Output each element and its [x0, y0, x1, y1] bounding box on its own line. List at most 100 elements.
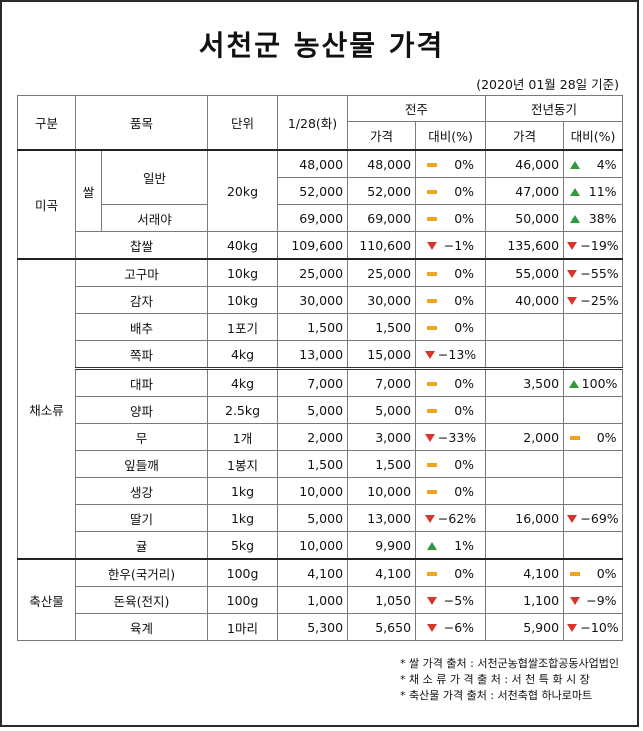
- py-change-cell: −25%: [563, 286, 624, 314]
- item-cell: 감자: [74, 286, 209, 314]
- pw-change-value: 0%: [454, 319, 475, 335]
- header-row-2: 가격 대비(%) 가격 대비(%): [17, 121, 624, 151]
- down-triangle-icon: [424, 433, 435, 443]
- item-cell: 배추: [74, 313, 209, 341]
- pw-change-cell: 1%: [415, 531, 487, 560]
- flat-bar-icon: [427, 160, 438, 170]
- pw-change-value: 0%: [454, 375, 475, 391]
- pw-change-value: 0%: [454, 456, 475, 472]
- table-row: 잎들깨 1봉지 1,500 1,500 0%: [18, 450, 624, 478]
- table-row: 배추 1포기 1,500 1,500 0%: [18, 313, 624, 341]
- up-triangle-icon: [569, 214, 580, 224]
- item-cell: 육계: [74, 613, 209, 641]
- price-table-body: 미곡쌀일반20kg48,00048,0000%46,0004%도매가52,000…: [17, 149, 624, 641]
- unit-cell: 1포기: [207, 313, 279, 341]
- pw-change-value: 0%: [454, 292, 475, 308]
- prev-year-price-cell: [485, 396, 565, 424]
- py-change-cell: [563, 396, 624, 424]
- category-cell: 축산물: [17, 558, 76, 641]
- current-price-cell: 5,000: [277, 396, 349, 424]
- py-change-cell: [563, 450, 624, 478]
- prev-week-price-cell: 9,900: [347, 531, 417, 560]
- current-price-cell: 25,000: [277, 258, 349, 287]
- down-triangle-icon: [424, 350, 435, 360]
- header-prev-year: 전년동기: [485, 95, 624, 122]
- py-change-value: −10%: [580, 619, 619, 635]
- current-price-cell: 5,300: [277, 613, 349, 641]
- pw-change-cell: −33%: [415, 423, 487, 451]
- py-change-cell: 0%: [563, 423, 624, 451]
- item-cell: 잎들깨: [74, 450, 209, 478]
- py-change-cell: 4%: [563, 149, 624, 178]
- py-change-cell: 100%: [563, 368, 624, 397]
- py-change-cell: 11%: [563, 177, 624, 205]
- prev-week-price-cell: 30,000: [347, 286, 417, 314]
- prev-week-price-cell: 48,000: [347, 149, 417, 178]
- prev-week-price-cell: 7,000: [347, 368, 417, 397]
- pw-change-cell: −5%: [415, 586, 487, 614]
- prev-week-price-cell: 52,000: [347, 177, 417, 205]
- pw-change-cell: 0%: [415, 258, 487, 287]
- down-triangle-icon: [569, 596, 580, 606]
- down-triangle-icon: [427, 596, 438, 606]
- prev-year-price-cell: [485, 450, 565, 478]
- prev-year-price-cell: 2,000: [485, 423, 565, 451]
- header-row-1: 구분 품목 단위 1/28(화) 전주 전년동기 비고: [17, 95, 624, 151]
- variety-cell: 서래야: [100, 204, 209, 232]
- table-row: 생강 1kg 10,000 10,000 0%: [18, 477, 624, 505]
- py-change-value: −69%: [580, 510, 619, 526]
- pw-change-cell: 0%: [415, 450, 487, 478]
- unit-cell: 4kg: [207, 368, 279, 397]
- unit-cell: 1kg: [207, 477, 279, 505]
- unit-cell: 1개: [207, 423, 279, 451]
- unit-cell: 5kg: [207, 531, 279, 560]
- down-triangle-icon: [567, 296, 578, 306]
- prev-year-price-cell: [485, 531, 565, 560]
- pw-change-cell: 0%: [415, 368, 487, 397]
- pw-change-value: 0%: [454, 483, 475, 499]
- down-triangle-icon: [424, 514, 435, 524]
- pw-change-value: −13%: [437, 346, 477, 362]
- prev-year-price-cell: 40,000: [485, 286, 565, 314]
- pw-change-value: 0%: [454, 210, 475, 226]
- pw-change-value: 0%: [454, 565, 475, 581]
- py-change-cell: −9%: [563, 586, 624, 614]
- item-cell: 대파: [74, 368, 209, 397]
- category-cell: 채소류: [17, 258, 76, 560]
- flat-bar-icon: [427, 487, 438, 497]
- py-change-cell: 38%: [563, 204, 624, 232]
- flat-bar-icon: [427, 406, 438, 416]
- pw-change-value: −6%: [443, 619, 475, 635]
- item-cell: 양파: [74, 396, 209, 424]
- pw-change-value: −5%: [443, 592, 475, 608]
- py-change-cell: [563, 340, 624, 369]
- header-item: 품목: [74, 95, 209, 151]
- flat-bar-icon: [427, 323, 438, 333]
- current-price-cell: 52,000: [277, 177, 349, 205]
- note-rice-source: * 쌀 가격 출처 : 서천군농협쌀조합공동사업법인: [400, 657, 619, 670]
- table-row: 귤 5kg 10,000 9,900 1%: [18, 531, 624, 560]
- pw-change-cell: 0%: [415, 286, 487, 314]
- item-cell: 딸기: [74, 504, 209, 532]
- prev-week-price-cell: 3,000: [347, 423, 417, 451]
- py-change-value: 38%: [588, 210, 617, 226]
- note-livestock-source: * 축산물 가격 출처 : 서천축협 하나로마트: [400, 689, 593, 702]
- prev-year-price-cell: 16,000: [485, 504, 565, 532]
- pw-change-cell: −62%: [415, 504, 487, 532]
- flat-bar-icon: [569, 569, 580, 579]
- py-change-cell: −10%: [563, 613, 624, 641]
- py-change-value: −19%: [580, 237, 619, 253]
- down-triangle-icon: [427, 623, 438, 633]
- pw-change-cell: −1%: [415, 231, 487, 260]
- header-prev-week: 전주: [347, 95, 487, 122]
- current-price-cell: 5,000: [277, 504, 349, 532]
- unit-cell: 100g: [207, 558, 279, 587]
- note-vegetable-source: * 채 소 류 가 격 출 처 : 서 천 특 화 시 장: [400, 673, 590, 686]
- pw-change-value: 0%: [454, 183, 475, 199]
- down-triangle-icon: [567, 241, 578, 251]
